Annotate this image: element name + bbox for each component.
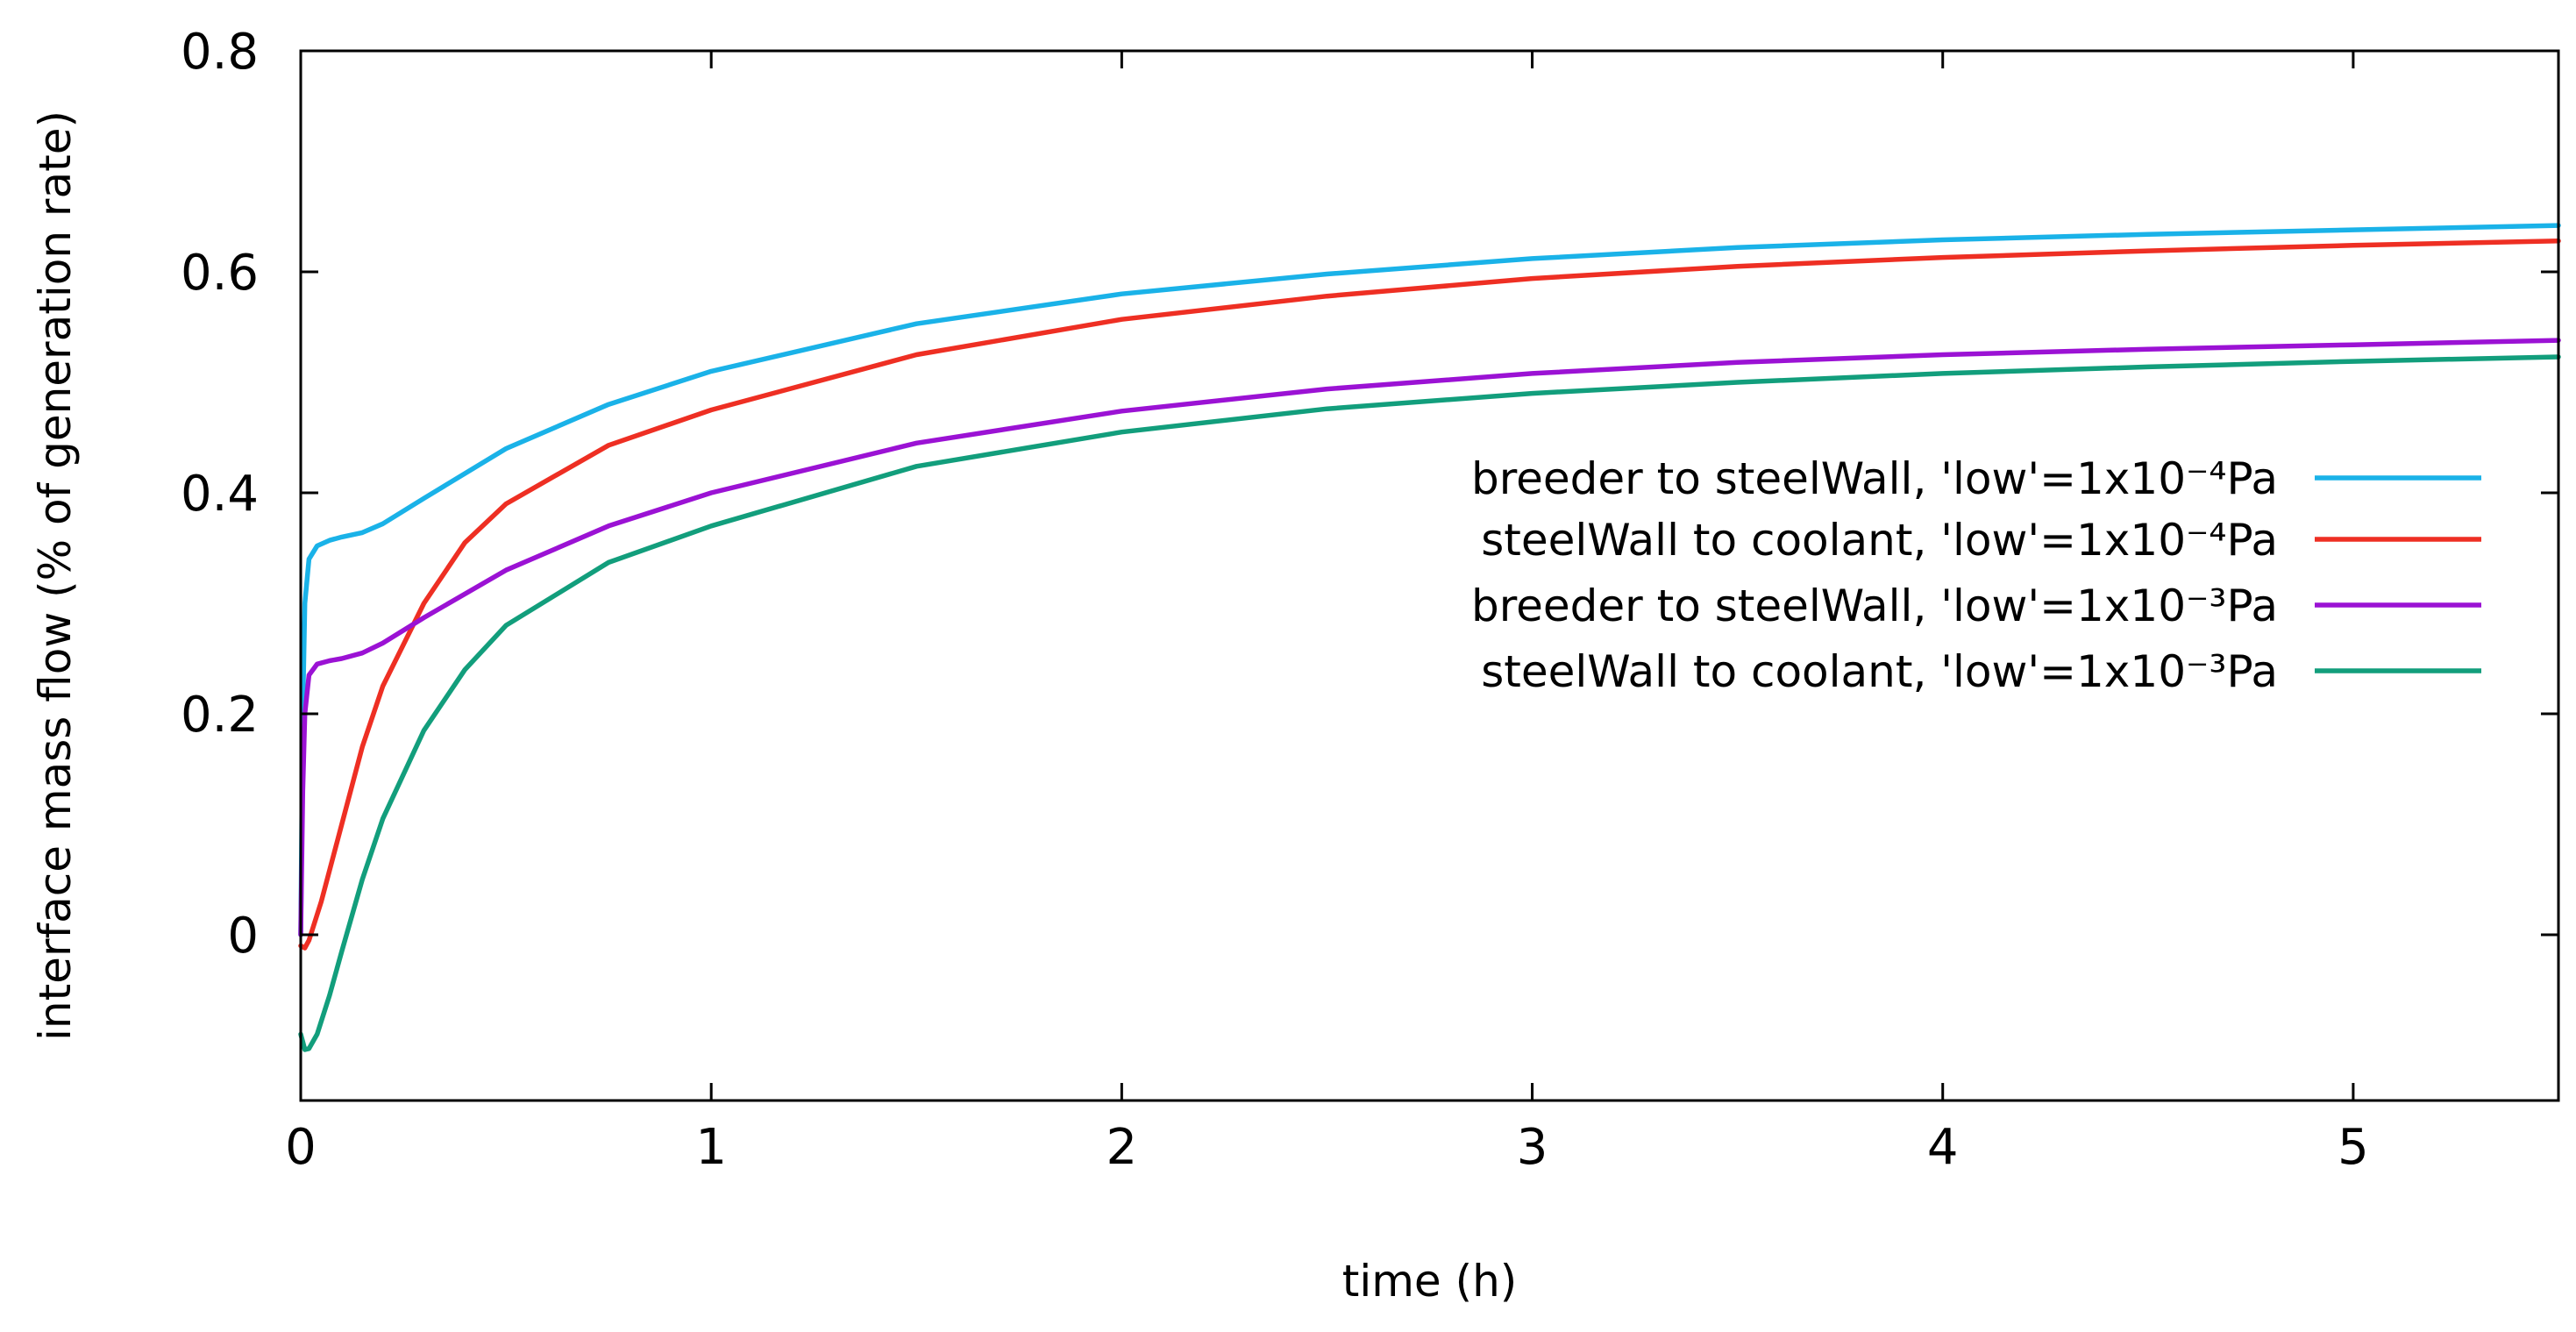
x-tick-label: 1 bbox=[695, 1119, 727, 1176]
series-line-4 bbox=[298, 354, 2561, 1052]
series-line-3 bbox=[298, 338, 2561, 937]
legend-label-3: breeder to steelWall, 'low'=1x10⁻³Pa bbox=[1471, 581, 2278, 631]
y-tick-label: 0 bbox=[227, 908, 259, 965]
legend-label-2: steelWall to coolant, 'low'=1x10⁻⁴Pa bbox=[1481, 515, 2278, 566]
y-tick-label: 0.2 bbox=[181, 687, 259, 744]
x-tick-label: 2 bbox=[1107, 1119, 1138, 1176]
legend-label-1: breeder to steelWall, 'low'=1x10⁻⁴Pa bbox=[1471, 453, 2278, 504]
series-line-2 bbox=[298, 238, 2561, 951]
x-tick-label: 0 bbox=[285, 1119, 317, 1176]
x-tick-label: 4 bbox=[1927, 1119, 1959, 1176]
plot-lines bbox=[298, 223, 2561, 1052]
legend: breeder to steelWall, 'low'=1x10⁻⁴Pa stee… bbox=[1471, 453, 2481, 697]
y-tick-label: 0.8 bbox=[181, 24, 259, 81]
series-line-1 bbox=[298, 223, 2561, 937]
x-axis-label: time (h) bbox=[1342, 1256, 1518, 1307]
y-tick-label: 0.6 bbox=[181, 245, 259, 302]
plot-frame bbox=[299, 49, 2560, 1102]
y-axis-label: interface mass flow (% of generation rat… bbox=[30, 110, 81, 1041]
legend-label-4: steelWall to coolant, 'low'=1x10⁻³Pa bbox=[1481, 646, 2278, 697]
y-axis-ticks: 0 0.2 0.4 0.6 0.8 bbox=[181, 24, 2558, 965]
x-tick-label: 5 bbox=[2338, 1119, 2369, 1176]
y-tick-label: 0.4 bbox=[181, 466, 259, 523]
x-tick-label: 3 bbox=[1517, 1119, 1548, 1176]
x-axis-ticks: 0 1 2 3 4 5 bbox=[285, 51, 2369, 1176]
